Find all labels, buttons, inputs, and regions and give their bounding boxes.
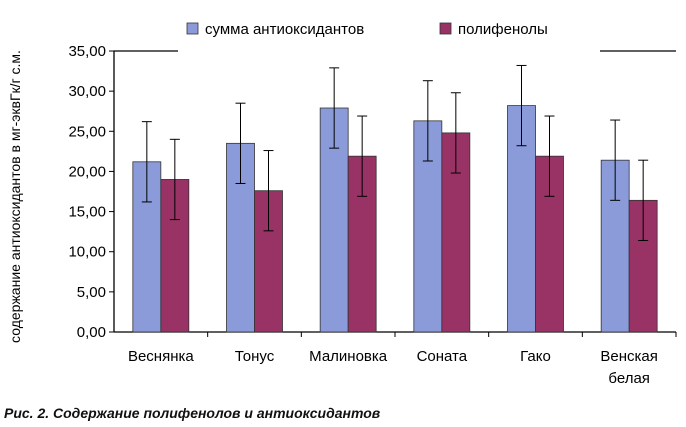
y-tick-label: 20,00: [68, 163, 106, 180]
y-tick-label: 10,00: [68, 244, 106, 261]
legend-swatch: [186, 22, 199, 35]
x-tick-label: белая: [608, 370, 649, 387]
x-tick-label: Малиновка: [309, 348, 388, 365]
x-tick-label: Соната: [417, 348, 468, 365]
x-tick-label: Веснянка: [128, 348, 194, 365]
legend-label: полифенолы: [458, 21, 548, 38]
x-tick-label: Гако: [520, 348, 551, 365]
x-tick-label: Тонус: [235, 348, 275, 365]
y-tick-label: 0,00: [77, 324, 106, 341]
y-axis-title: содержание антиоксидантов в мг-эквГк/г с…: [7, 50, 23, 343]
figure-caption: Рис. 2. Содержание полифенолов и антиокс…: [4, 405, 381, 421]
y-tick-label: 5,00: [77, 284, 106, 301]
x-tick-label: Венская: [600, 348, 658, 365]
y-tick-label: 30,00: [68, 83, 106, 100]
y-tick-label: 25,00: [68, 123, 106, 140]
legend-swatch: [439, 22, 452, 35]
bar-chart: 0,00 5,00 10,00 15,00 20,00 25,00 30,00 35,00 со…: [7, 21, 677, 387]
y-tick-label: 35,00: [68, 43, 106, 60]
y-tick-label: 15,00: [68, 204, 106, 221]
legend-label: сумма антиоксидантов: [205, 21, 364, 38]
